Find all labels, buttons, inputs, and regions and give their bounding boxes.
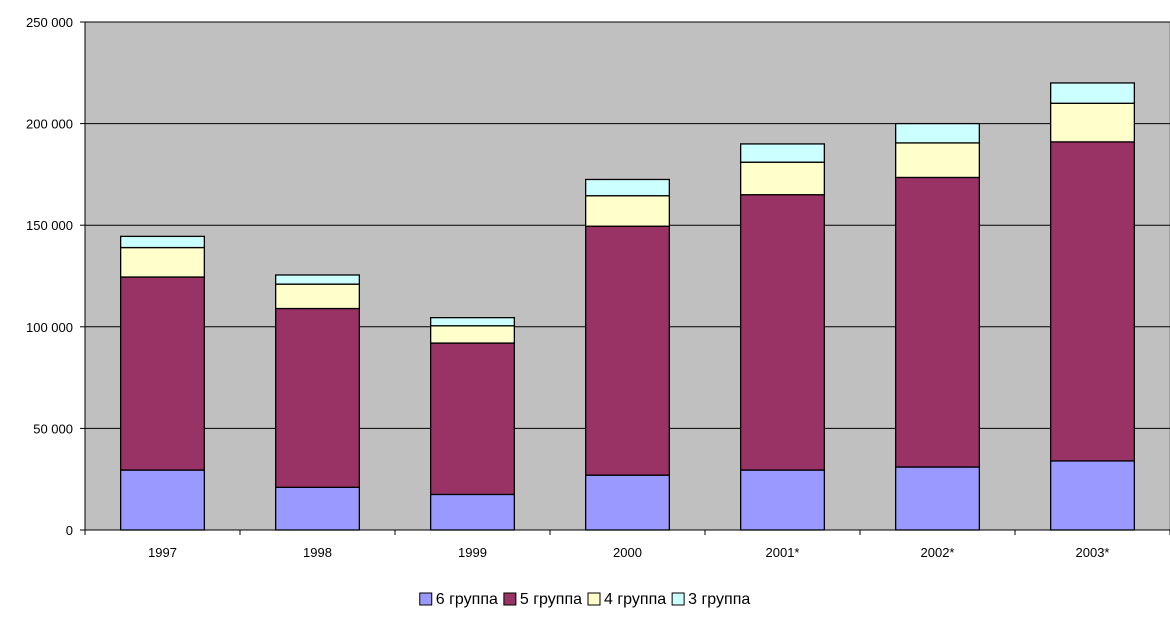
bar-segment-series-0 bbox=[585, 474, 671, 531]
x-tick-label: 2000 bbox=[613, 545, 642, 560]
legend-swatch bbox=[671, 592, 685, 606]
legend-item: 3 группа bbox=[671, 591, 750, 608]
x-tick-label: 1999 bbox=[458, 545, 487, 560]
legend-item: 4 группа bbox=[587, 591, 666, 608]
bar-segment-series-1 bbox=[429, 342, 515, 496]
y-tick-label: 200 000 bbox=[26, 117, 73, 132]
bar-segment-series-2 bbox=[585, 195, 671, 227]
bar-segment-series-0 bbox=[274, 486, 360, 531]
y-tick-label: 0 bbox=[66, 523, 73, 538]
bar-segment-series-0 bbox=[740, 469, 826, 531]
bar-stack-1998 bbox=[274, 274, 360, 531]
legend-label: 6 группа bbox=[436, 591, 498, 608]
bar-segment-series-1 bbox=[1050, 141, 1136, 462]
bar-segment-series-1 bbox=[895, 176, 981, 468]
bar-segment-series-2 bbox=[429, 325, 515, 344]
bar-segment-series-3 bbox=[740, 143, 826, 163]
bar-segment-series-3 bbox=[120, 235, 205, 249]
y-tick-label: 150 000 bbox=[26, 218, 73, 233]
bar-stack-2001 bbox=[740, 143, 826, 531]
legend-swatch bbox=[587, 592, 601, 606]
bar-segment-series-2 bbox=[120, 246, 205, 278]
bar-segment-series-3 bbox=[585, 178, 671, 197]
bar-stack-2002 bbox=[895, 122, 981, 531]
bar-segment-series-0 bbox=[429, 493, 515, 531]
bar-segment-series-0 bbox=[120, 469, 205, 531]
bar-segment-series-2 bbox=[274, 283, 360, 310]
legend-label: 5 группа bbox=[520, 591, 582, 608]
x-tick-label: 2001* bbox=[766, 545, 800, 560]
x-tick-label: 1997 bbox=[148, 545, 177, 560]
x-tick-label: 2002* bbox=[921, 545, 955, 560]
bar-segment-series-2 bbox=[1050, 102, 1136, 143]
bar-segment-series-1 bbox=[120, 276, 205, 471]
bar-segment-series-1 bbox=[274, 307, 360, 488]
legend-item: 6 группа bbox=[419, 591, 498, 608]
bar-segment-series-2 bbox=[895, 142, 981, 179]
bar-stack-1999 bbox=[429, 317, 515, 531]
bar-stack-2000 bbox=[585, 178, 671, 531]
bar-segment-series-1 bbox=[740, 194, 826, 471]
x-tick-label: 1998 bbox=[303, 545, 332, 560]
bar-segment-series-1 bbox=[585, 225, 671, 476]
legend-swatch bbox=[419, 592, 433, 606]
bar-segment-series-0 bbox=[895, 466, 981, 531]
y-tick-label: 250 000 bbox=[26, 15, 73, 30]
legend-label: 4 группа bbox=[604, 591, 666, 608]
bar-segment-series-3 bbox=[429, 317, 515, 327]
bar-stack-1997 bbox=[120, 235, 205, 531]
y-tick-label: 50 000 bbox=[33, 421, 73, 436]
bar-segment-series-2 bbox=[740, 161, 826, 196]
legend-item: 5 группа bbox=[503, 591, 582, 608]
legend-label: 3 группа bbox=[688, 591, 750, 608]
bar-segment-series-0 bbox=[1050, 460, 1136, 531]
bar-stack-2003 bbox=[1050, 82, 1136, 531]
bar-segment-series-3 bbox=[895, 122, 981, 144]
x-tick-label: 2003* bbox=[1076, 545, 1110, 560]
bar-segment-series-3 bbox=[274, 274, 360, 285]
legend-swatch bbox=[503, 592, 517, 606]
legend: 6 группа 5 группа 4 группа 3 группа bbox=[419, 591, 750, 608]
y-tick-label: 100 000 bbox=[26, 320, 73, 335]
bar-segment-series-3 bbox=[1050, 82, 1136, 104]
